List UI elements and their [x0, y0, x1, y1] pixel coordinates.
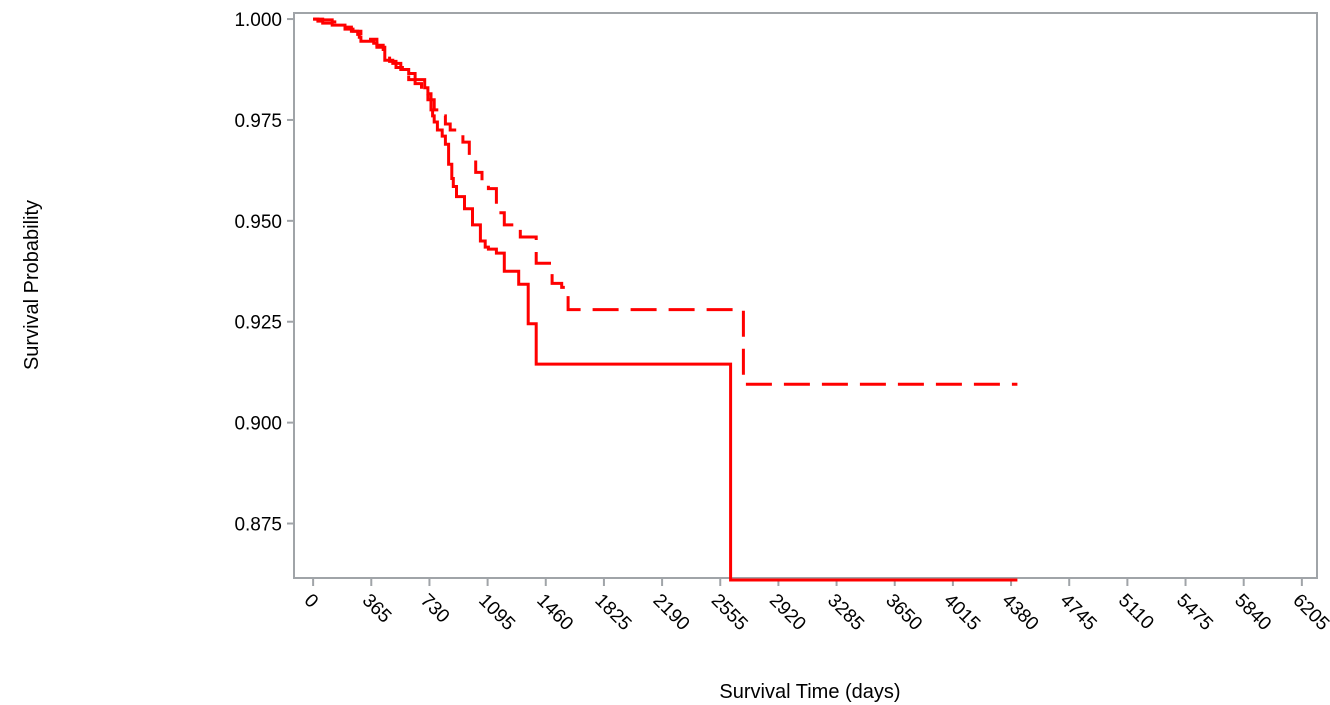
x-axis-title: Survival Time (days) — [719, 681, 900, 703]
x-tick-label: 1825 — [590, 590, 635, 635]
x-tick-label: 0 — [300, 590, 322, 612]
dashed-survival-curve — [313, 17, 1018, 386]
x-tick-label: 4380 — [998, 590, 1043, 635]
y-tick-label: 0.900 — [234, 414, 282, 435]
x-axis: 0 365 730 1095 1460 1825 2190 2555 2920 3285 3650 4… — [300, 578, 1330, 635]
solid-survival-curve — [313, 17, 1018, 582]
y-axis: 0.875 0.900 0.925 0.950 0.975 1.000 — [234, 10, 294, 536]
x-tick-label: 3650 — [881, 590, 926, 635]
x-tick-label: 2555 — [707, 590, 752, 635]
y-tick-label: 1.000 — [234, 10, 282, 31]
x-tick-label: 4745 — [1056, 590, 1101, 635]
x-tick-label: 5110 — [1114, 590, 1158, 634]
y-tick-label: 0.925 — [234, 313, 282, 334]
x-tick-label: 2190 — [649, 590, 694, 635]
x-tick-label: 1460 — [532, 590, 577, 635]
x-tick-label: 5475 — [1172, 590, 1217, 635]
x-tick-label: 365 — [358, 590, 395, 627]
y-tick-label: 0.950 — [234, 212, 282, 233]
x-tick-label: 730 — [416, 590, 453, 627]
x-tick-label: 3285 — [823, 590, 868, 635]
y-tick-label: 0.975 — [234, 111, 282, 132]
plot-area — [293, 12, 1318, 579]
x-tick-label: 6205 — [1288, 590, 1330, 635]
x-tick-label: 1095 — [474, 590, 519, 635]
series-layer — [313, 17, 1018, 582]
y-axis-title: Survival Probability — [21, 200, 43, 370]
y-tick-label: 0.875 — [234, 515, 282, 536]
x-tick-label: 2920 — [765, 590, 810, 635]
x-tick-label: 5840 — [1230, 590, 1275, 635]
x-tick-label: 4015 — [939, 590, 984, 635]
